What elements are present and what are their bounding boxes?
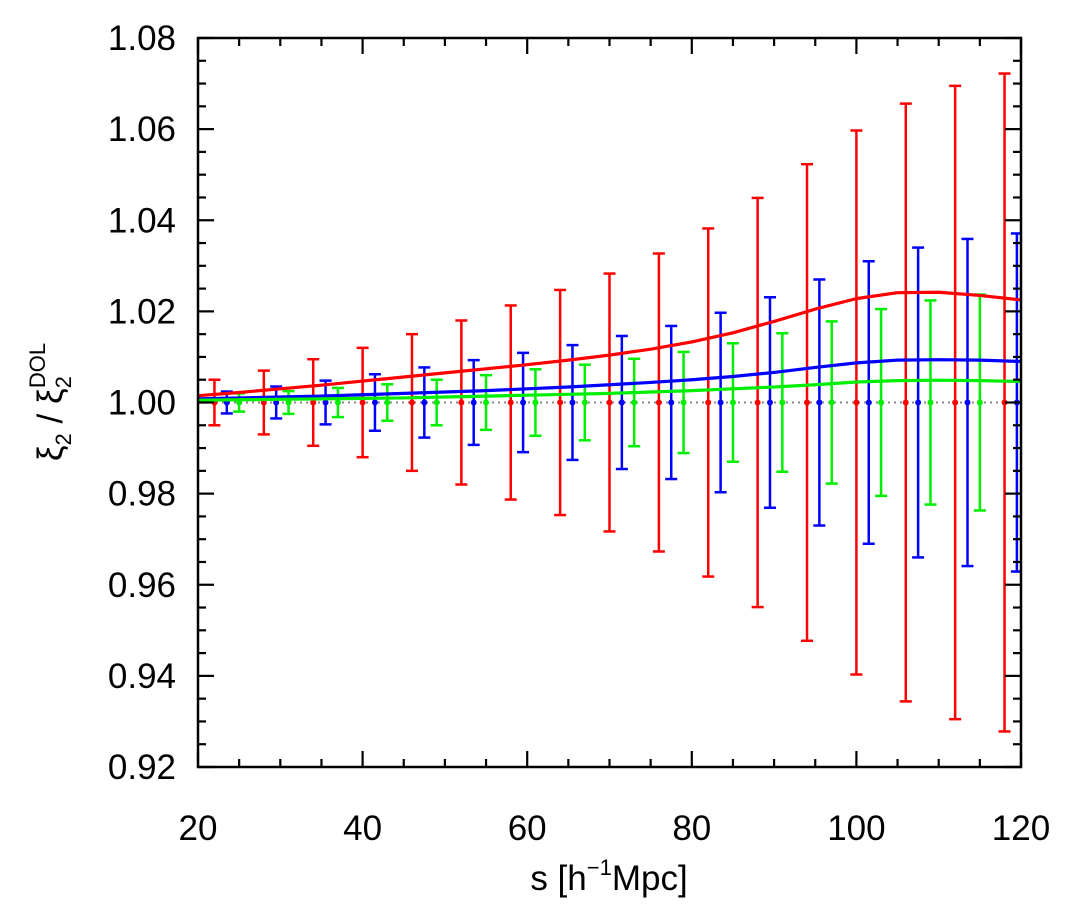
tick-label-layer: 20 40 60 80 100 120 0.92 0.94 0.96 0.98 1.00 1.02 1.… — [108, 19, 1050, 848]
x-axis-title: s [h−1Mpc] — [530, 855, 687, 898]
green-point — [680, 399, 687, 406]
blue-point — [273, 399, 280, 406]
blue-point — [766, 399, 773, 406]
x-axis-title-sup: −1 — [587, 855, 612, 880]
green-point — [779, 399, 786, 406]
red-point — [359, 399, 366, 406]
y-tick-label: 1.04 — [108, 201, 176, 240]
y-axis-title-sep: / — [31, 404, 70, 433]
x-tick-label: 40 — [343, 809, 382, 848]
blue-point — [816, 399, 823, 406]
blue-point — [520, 399, 527, 406]
x-axis-title-base: s [h — [530, 859, 586, 898]
blue-point — [470, 399, 477, 406]
green-point — [828, 399, 835, 406]
blue-point — [421, 399, 428, 406]
blue-point — [717, 399, 724, 406]
red-point — [655, 399, 662, 406]
red-point — [408, 399, 415, 406]
green-point — [878, 399, 885, 406]
green-point — [483, 399, 490, 406]
green-point — [976, 399, 983, 406]
series-red — [208, 72, 1011, 733]
blue-point — [618, 399, 625, 406]
y-axis-title-den-sub: 2 — [51, 376, 76, 388]
green-point — [532, 399, 539, 406]
red-point — [853, 399, 860, 406]
red-point — [557, 399, 564, 406]
y-axis-title-num: ξ — [31, 445, 70, 461]
blue-point — [322, 399, 329, 406]
x-tick-label: 80 — [672, 809, 711, 848]
green-point — [433, 399, 440, 406]
red-point — [507, 399, 514, 406]
y-tick-label: 0.92 — [108, 748, 176, 787]
data-layer — [198, 72, 1021, 733]
green-point — [334, 399, 341, 406]
x-tick-label: 120 — [992, 809, 1050, 848]
series-green — [233, 293, 986, 512]
y-tick-label: 1.08 — [108, 19, 176, 58]
red-point — [458, 399, 465, 406]
blue-curve — [198, 358, 1021, 401]
green-point — [729, 399, 736, 406]
red-point — [705, 399, 712, 406]
blue-point — [668, 399, 675, 406]
y-tick-label: 1.00 — [108, 384, 176, 423]
y-tick-label: 1.02 — [108, 292, 176, 331]
blue-point — [371, 399, 378, 406]
green-point — [384, 399, 391, 406]
green-point — [285, 399, 292, 406]
green-point — [581, 399, 588, 406]
y-tick-label: 0.96 — [108, 566, 176, 605]
red-curve — [198, 290, 1021, 398]
x-axis-title-tail: Mpc] — [612, 859, 688, 898]
y-tick-label: 0.98 — [108, 475, 176, 514]
y-tick-label: 0.94 — [108, 657, 176, 696]
green-point — [927, 399, 934, 406]
y-axis-title-den: ξ — [31, 388, 70, 404]
y-axis-title: ξ2 / ξ2DOL — [25, 343, 76, 461]
green-curve — [198, 378, 1021, 402]
red-point — [1001, 399, 1008, 406]
plot-frame — [196, 36, 1023, 769]
red-point — [754, 399, 761, 406]
x-tick-label: 100 — [827, 809, 885, 848]
blue-point — [569, 399, 576, 406]
red-point — [902, 399, 909, 406]
y-tick-label: 1.06 — [108, 110, 176, 149]
blue-point — [915, 399, 922, 406]
green-point — [631, 399, 638, 406]
blue-point — [964, 399, 971, 406]
x-tick-label: 60 — [508, 809, 547, 848]
blue-point — [865, 399, 872, 406]
x-tick-label: 20 — [179, 809, 218, 848]
red-point — [310, 399, 317, 406]
red-point — [952, 399, 959, 406]
y-axis-title-num-sub: 2 — [51, 433, 76, 445]
red-point — [804, 399, 811, 406]
y-axis-title-den-sup: DOL — [25, 343, 50, 388]
red-point — [606, 399, 613, 406]
